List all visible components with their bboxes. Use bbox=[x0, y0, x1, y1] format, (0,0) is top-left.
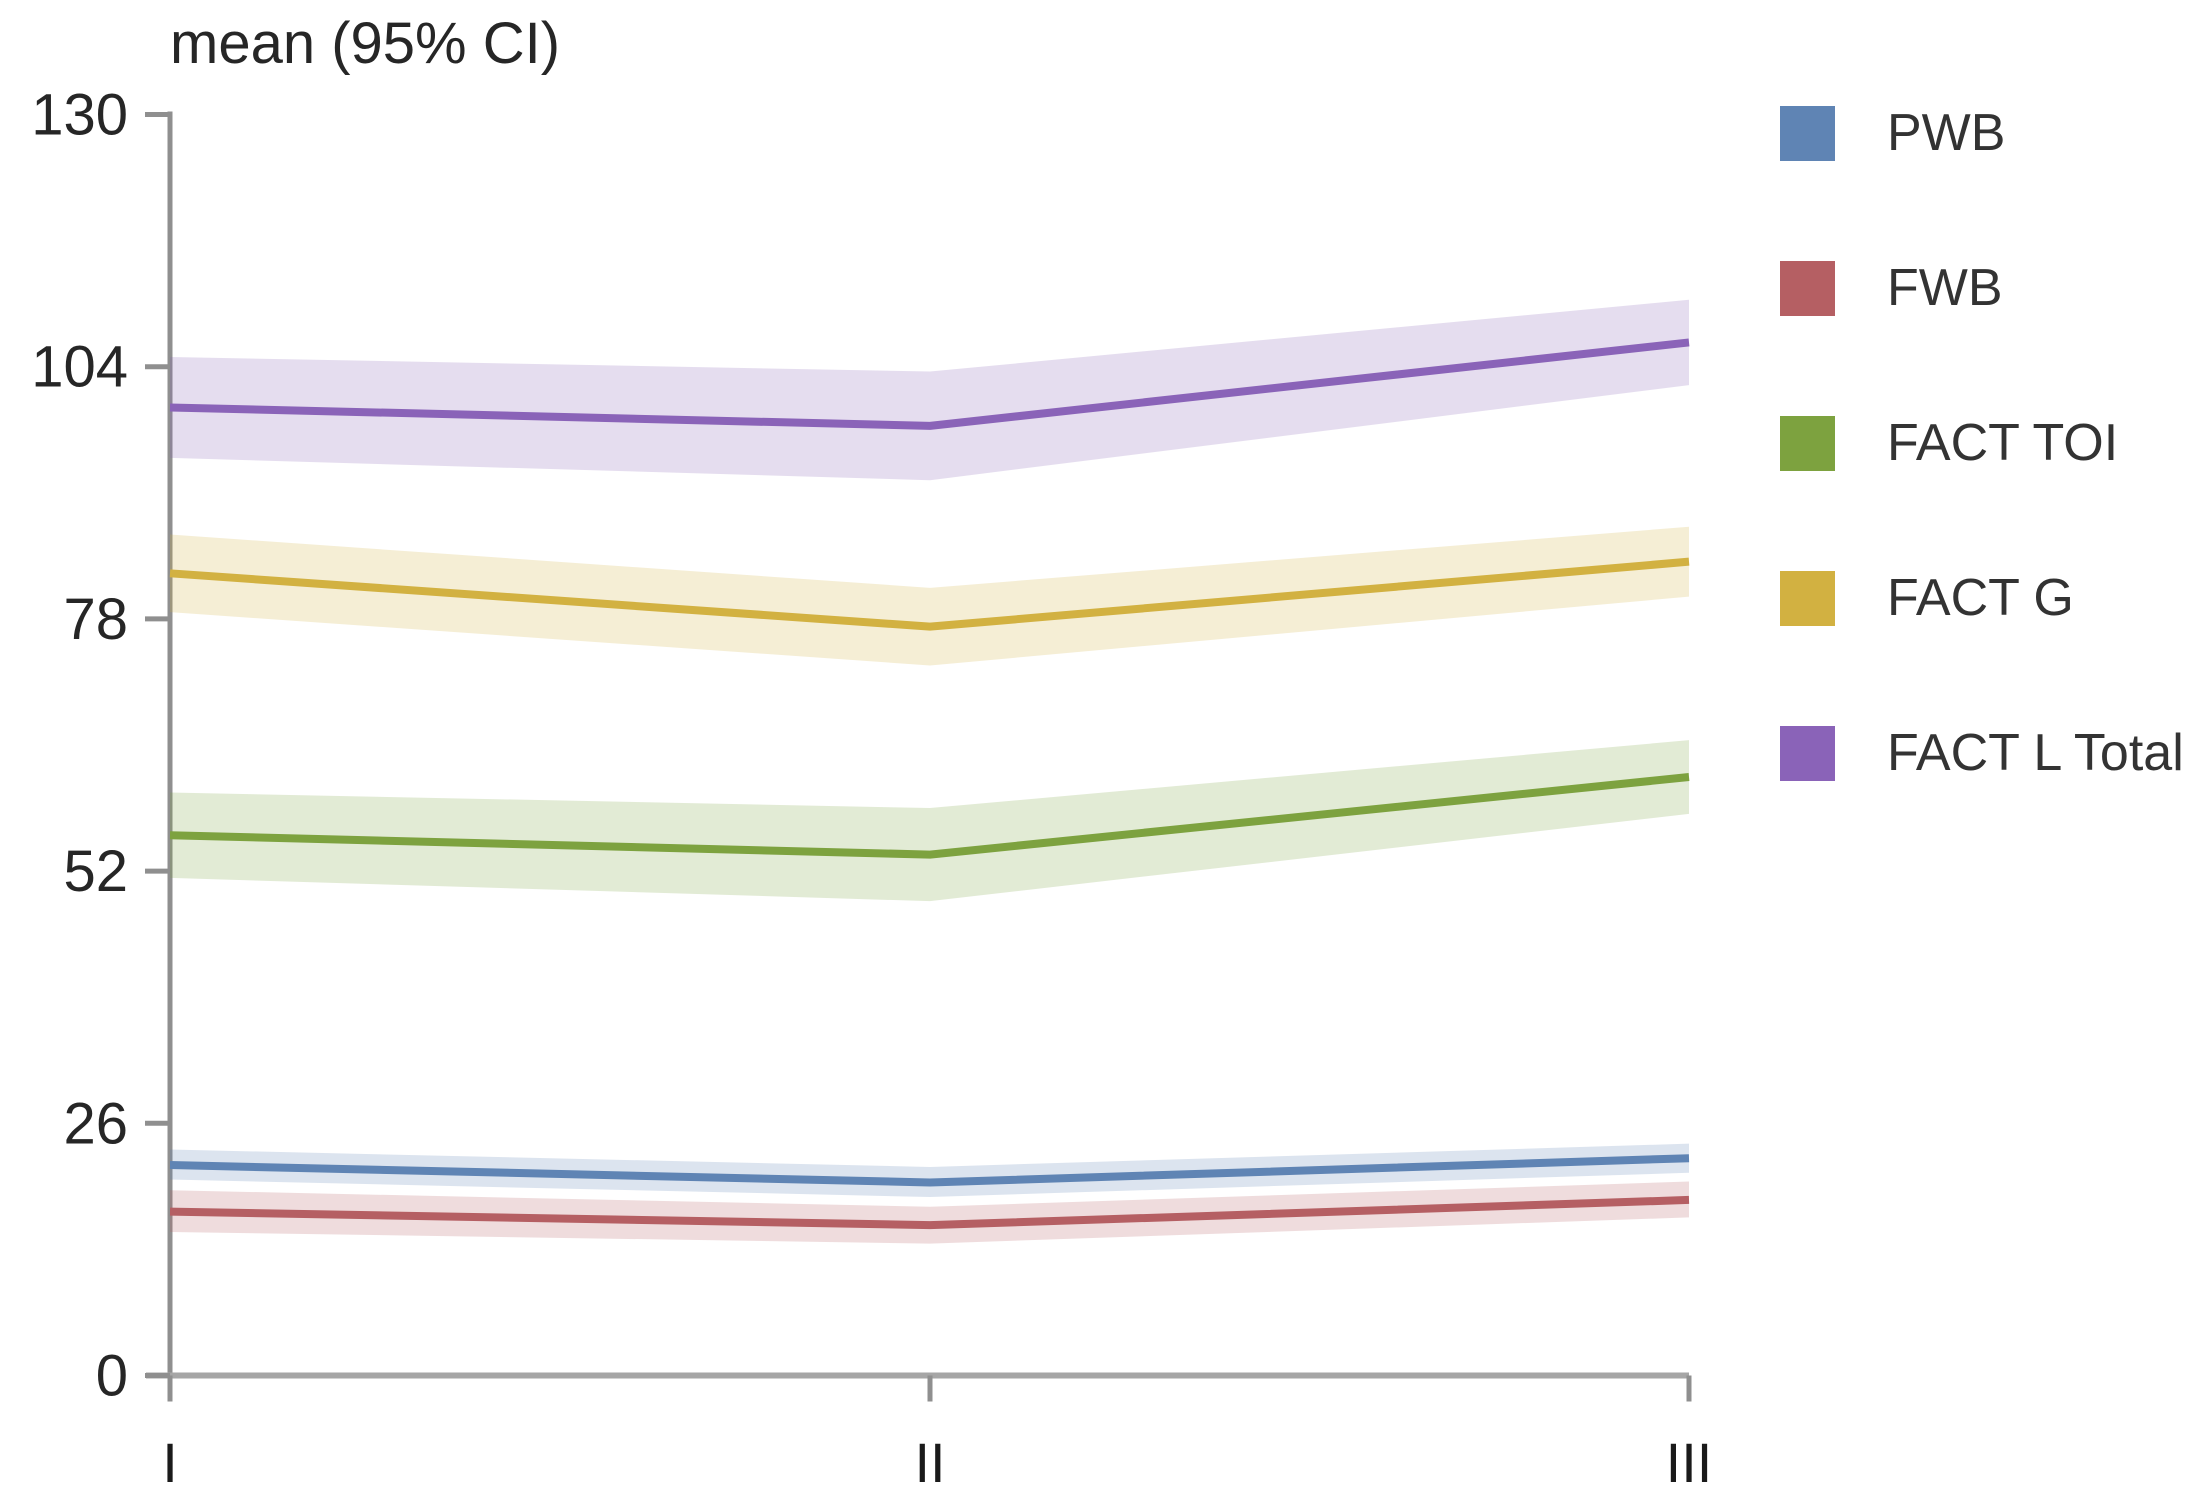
ci-band-fact-g bbox=[170, 526, 1689, 666]
y-tick-label: 78 bbox=[63, 587, 128, 652]
legend-item-fact-toi: FACT TOI bbox=[1780, 414, 2119, 472]
legend-swatch-fact-l-total bbox=[1780, 725, 1835, 781]
legend-swatch-pwb bbox=[1780, 105, 1835, 161]
y-tick-label: 130 bbox=[31, 83, 128, 148]
series-line-pwb bbox=[169, 1154, 1690, 1187]
legend-label: FACT G bbox=[1887, 569, 2074, 627]
legend-swatch-fact-toi bbox=[1780, 415, 1835, 471]
series-line-fact-toi bbox=[169, 773, 1690, 859]
ci-band-fact-toi bbox=[170, 740, 1689, 902]
legend-swatch-fact-g bbox=[1780, 570, 1835, 626]
x-tick-label: I bbox=[162, 1431, 178, 1494]
y-tick-label: 0 bbox=[96, 1344, 128, 1409]
legend-item-fact-g: FACT G bbox=[1780, 569, 2074, 627]
ci-band-fact-l-total bbox=[170, 299, 1689, 481]
legend-item-fact-l-total: FACT L Total bbox=[1780, 724, 2184, 782]
legend-label: FACT TOI bbox=[1887, 414, 2119, 472]
ci-band-fwb bbox=[170, 1181, 1689, 1244]
legend-label: FWB bbox=[1887, 259, 2003, 317]
ci-band-pwb bbox=[170, 1143, 1689, 1198]
legend-label: FACT L Total bbox=[1887, 724, 2184, 782]
series-line-fwb bbox=[169, 1195, 1690, 1230]
series-line-fact-l-total bbox=[169, 338, 1690, 430]
legend-item-pwb: PWB bbox=[1780, 104, 2006, 162]
y-tick-label: 52 bbox=[63, 839, 128, 904]
y-tick-label: 104 bbox=[31, 335, 128, 400]
y-tick-label: 26 bbox=[63, 1091, 128, 1156]
x-tick-label: III bbox=[1666, 1431, 1713, 1494]
legend: PWB FWB FACT TOI FACT G FACT L Total bbox=[1780, 0, 2187, 900]
legend-swatch-fwb bbox=[1780, 260, 1835, 316]
legend-item-fwb: FWB bbox=[1780, 259, 2003, 317]
legend-label: PWB bbox=[1887, 104, 2006, 162]
series-line-fact-g bbox=[169, 557, 1690, 631]
chart-title: mean (95% CI) bbox=[170, 11, 561, 76]
x-tick-label: II bbox=[914, 1431, 945, 1494]
